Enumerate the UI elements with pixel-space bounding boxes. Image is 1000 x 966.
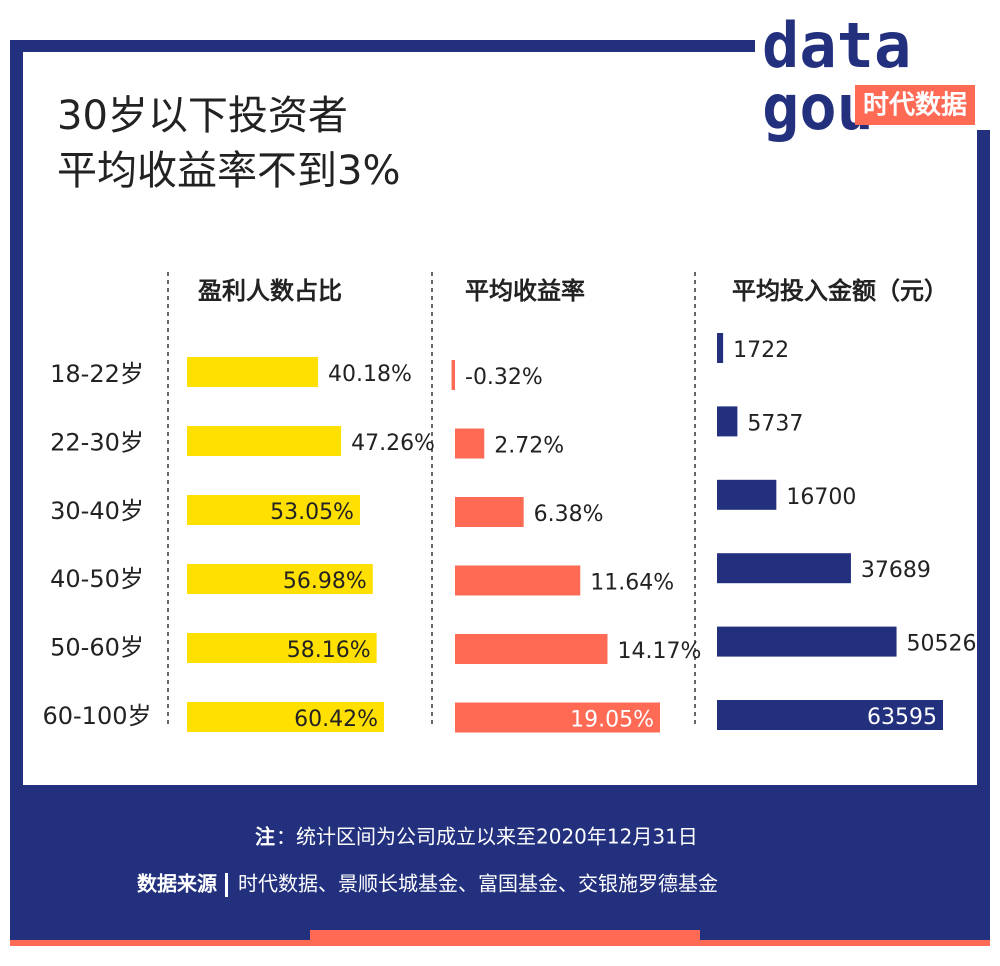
category-label: 22-30岁 bbox=[50, 428, 144, 456]
value-label: 14.17% bbox=[617, 639, 701, 664]
bar bbox=[187, 495, 360, 525]
bar bbox=[187, 702, 384, 732]
value-label: 40.18% bbox=[328, 362, 412, 387]
bar bbox=[187, 633, 377, 663]
source-text: 时代数据、景顺长城基金、富国基金、交银施罗德基金 bbox=[238, 872, 718, 896]
frame-right bbox=[977, 130, 990, 800]
category-label: 40-50岁 bbox=[50, 565, 144, 593]
value-label: 11.64% bbox=[590, 571, 674, 596]
bar bbox=[187, 564, 373, 594]
logo-top: data bbox=[762, 9, 911, 82]
category-label: 60-100岁 bbox=[42, 702, 151, 730]
bar bbox=[717, 626, 897, 657]
bar bbox=[455, 565, 581, 596]
chart-title: 平均收益率不到3% bbox=[57, 148, 400, 194]
value-label: 37689 bbox=[861, 558, 931, 583]
panel-header: 平均投入金额（元） bbox=[732, 277, 948, 305]
bar bbox=[717, 333, 724, 363]
bar bbox=[455, 497, 524, 527]
value-label: 60.42% bbox=[294, 707, 378, 732]
frame-left bbox=[10, 40, 23, 800]
footer-stripe bbox=[10, 940, 990, 946]
value-label: -0.32% bbox=[465, 365, 543, 390]
source-divider bbox=[225, 873, 228, 897]
logo-badge-box bbox=[855, 85, 975, 125]
value-label: 19.05% bbox=[570, 708, 654, 733]
value-label: 6.38% bbox=[534, 502, 604, 527]
footer-stripe-center bbox=[310, 930, 700, 940]
value-label: 63595 bbox=[867, 705, 937, 730]
bar bbox=[455, 702, 660, 733]
bar bbox=[187, 426, 342, 456]
footer-panel bbox=[10, 785, 990, 940]
category-label: 18-22岁 bbox=[50, 360, 144, 388]
value-label: 5737 bbox=[747, 411, 803, 436]
bar bbox=[451, 360, 455, 390]
bar bbox=[455, 634, 608, 664]
note-label: 注 bbox=[255, 825, 275, 849]
value-label: 53.05% bbox=[270, 500, 354, 525]
note-text: ：统计区间为公司成立以来至2020年12月31日 bbox=[276, 825, 698, 849]
value-label: 56.98% bbox=[283, 569, 367, 594]
chart-title: 30岁以下投资者 bbox=[57, 93, 348, 139]
value-label: 16700 bbox=[786, 485, 856, 510]
bar bbox=[455, 428, 485, 459]
value-label: 2.72% bbox=[494, 434, 564, 459]
frame-top bbox=[10, 40, 755, 52]
category-label: 50-60岁 bbox=[50, 634, 144, 662]
bar bbox=[717, 553, 851, 584]
value-label: 47.26% bbox=[351, 431, 435, 456]
bar bbox=[187, 357, 319, 387]
source-label: 数据来源 bbox=[137, 872, 217, 896]
panel-header: 平均收益率 bbox=[465, 277, 585, 305]
panel-header: 盈利人数占比 bbox=[197, 277, 342, 305]
logo-badge: 时代数据 bbox=[863, 91, 967, 121]
value-label: 50526 bbox=[907, 632, 977, 657]
value-label: 1722 bbox=[733, 338, 789, 363]
category-label: 30-40岁 bbox=[50, 497, 144, 525]
bar bbox=[717, 406, 738, 437]
bar bbox=[717, 479, 777, 510]
value-label: 58.16% bbox=[287, 638, 371, 663]
bar bbox=[717, 700, 943, 730]
